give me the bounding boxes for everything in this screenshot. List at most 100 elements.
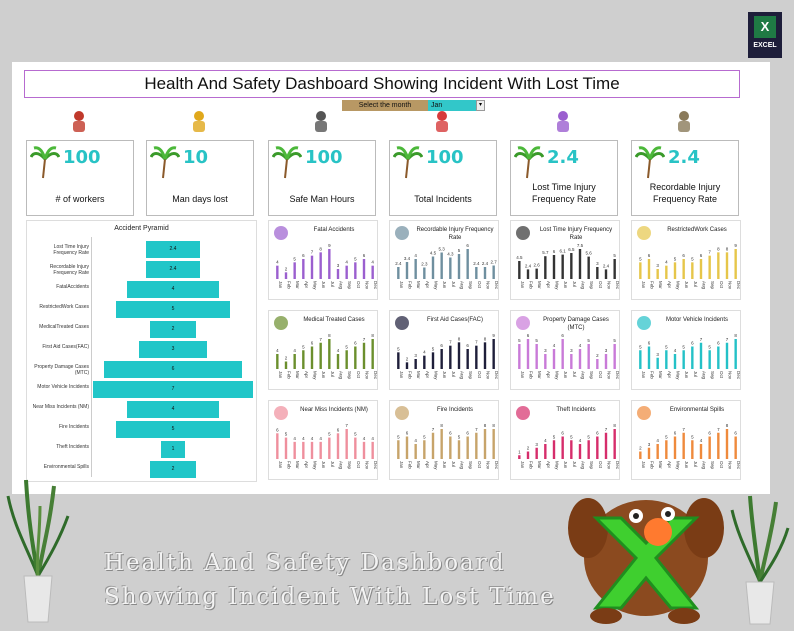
pyramid-bar: 1 (161, 441, 185, 458)
bar-mark (336, 269, 340, 279)
kpi-value: 2.4 (668, 147, 700, 168)
pyramid-row-label: Lost Time Injury Frequency Rate (53, 244, 89, 256)
data-label: 4 (371, 260, 374, 265)
bar-mark (725, 429, 729, 459)
x-tick-label: Jul (693, 371, 698, 377)
data-label: 3 (596, 261, 599, 266)
bar-mark (492, 339, 495, 369)
bar-mark (397, 267, 400, 279)
x-tick-label: Oct (356, 281, 361, 289)
bar-mark (561, 254, 564, 279)
bar-mark (483, 342, 487, 369)
bar-mark (362, 259, 366, 279)
data-label: 8 (717, 246, 720, 251)
data-label: 6 (527, 333, 530, 338)
data-label: 6 (700, 253, 703, 258)
kpi-card: 100 Total Incidents (389, 140, 497, 216)
bar-mark (276, 354, 279, 369)
x-tick-label: Nov (728, 281, 733, 290)
bar-mark (708, 255, 711, 279)
x-tick-label: Oct (598, 461, 603, 469)
bar-mark (639, 451, 642, 459)
month-dropdown-chevron-icon[interactable]: ▾ (476, 100, 485, 111)
month-selector[interactable]: Jan (428, 100, 476, 111)
x-tick-label: Aug (702, 281, 707, 290)
x-tick-label: Jun (321, 281, 326, 289)
worker-helmet-icon (514, 224, 532, 242)
bar-mark (544, 256, 547, 279)
data-label: 7 (475, 340, 478, 345)
data-label: 5 (518, 338, 521, 343)
bar-mark (552, 440, 556, 459)
data-label: 3 (648, 442, 651, 447)
data-label: 6 (691, 341, 694, 346)
data-label: 3 (656, 263, 659, 268)
data-label: 2 (285, 266, 288, 271)
x-tick-label: Aug (581, 281, 586, 290)
data-label: 4 (423, 350, 426, 355)
data-label: 2 (639, 446, 642, 451)
bar-mark (691, 262, 694, 279)
data-label: 5 (665, 434, 668, 439)
data-label: 4 (700, 438, 703, 443)
banner-line-1: Health And Safety Dashboard (104, 550, 506, 576)
data-label: 5 (691, 256, 694, 261)
pyramid-row-label: Fire Incidents (58, 424, 89, 430)
mini-chart: Motor Vehicle Incidents 5 Jan 6 Feb 3 Mar 5 Apr 4… (631, 310, 741, 390)
bar-mark (440, 349, 443, 369)
x-tick-label: Apr (546, 371, 551, 379)
x-tick-label: Aug (339, 461, 344, 470)
x-tick-label: Dec (615, 281, 620, 290)
x-tick-label: Sep (589, 461, 594, 470)
data-label: 2.4 (395, 261, 402, 266)
data-label: 4 (544, 438, 547, 443)
data-label: 5 (613, 338, 616, 343)
bar-mark (682, 259, 685, 279)
x-tick-label: Apr (304, 461, 309, 469)
x-tick-label: May (555, 371, 560, 380)
bar-mark (578, 249, 582, 279)
data-label: 3 (656, 352, 659, 357)
data-label: 7 (726, 337, 729, 342)
data-label: 8 (726, 423, 729, 428)
pyramid-row-label: Environmental Spills (43, 464, 89, 470)
data-label: 6 (449, 431, 452, 436)
x-tick-label: Dec (736, 371, 741, 380)
x-tick-label: Apr (667, 281, 672, 289)
data-label: 8 (726, 246, 729, 251)
x-tick-label: Jul (330, 461, 335, 467)
x-tick-label: Mar (658, 461, 663, 469)
x-tick-label: Mar (295, 281, 300, 289)
mini-chart: Theft Incidents 1 Jan 2 Feb 3 Mar 4 Apr 5 May 6 Jun 5… (510, 400, 620, 480)
medical-icon (272, 314, 290, 332)
x-tick-label: May (434, 371, 439, 380)
x-tick-label: Jul (451, 461, 456, 467)
x-tick-label: Jun (563, 281, 568, 289)
bar-mark (518, 455, 521, 459)
x-tick-label: Sep (589, 281, 594, 290)
bar-mark (354, 346, 357, 369)
bar-mark (345, 350, 348, 369)
data-label: 4 (363, 436, 366, 441)
mini-chart-title: Medical Treated Cases (303, 317, 365, 323)
bar-mark (310, 441, 314, 459)
data-label: 5 (708, 344, 711, 349)
bar-mark (336, 433, 340, 459)
palm-tree-icon (30, 146, 60, 179)
x-tick-label: Nov (607, 281, 612, 290)
data-label: 6.5 (568, 247, 575, 252)
kpi-value: 100 (63, 147, 101, 168)
bar-mark (310, 255, 314, 279)
data-label: 5 (613, 253, 616, 258)
pyramid-row-label: Motor Vehicle Incidents (37, 384, 89, 390)
bar-mark (414, 259, 417, 279)
x-tick-label: May (676, 371, 681, 380)
bar-mark (466, 436, 469, 459)
x-tick-label: Jun (684, 461, 689, 469)
x-tick-label: Mar (658, 281, 663, 289)
bar-mark (526, 269, 530, 279)
data-label: 5.3 (439, 247, 446, 252)
data-label: 6 (596, 431, 599, 436)
bar-mark (604, 432, 608, 459)
data-label: 2.4 (482, 261, 489, 266)
